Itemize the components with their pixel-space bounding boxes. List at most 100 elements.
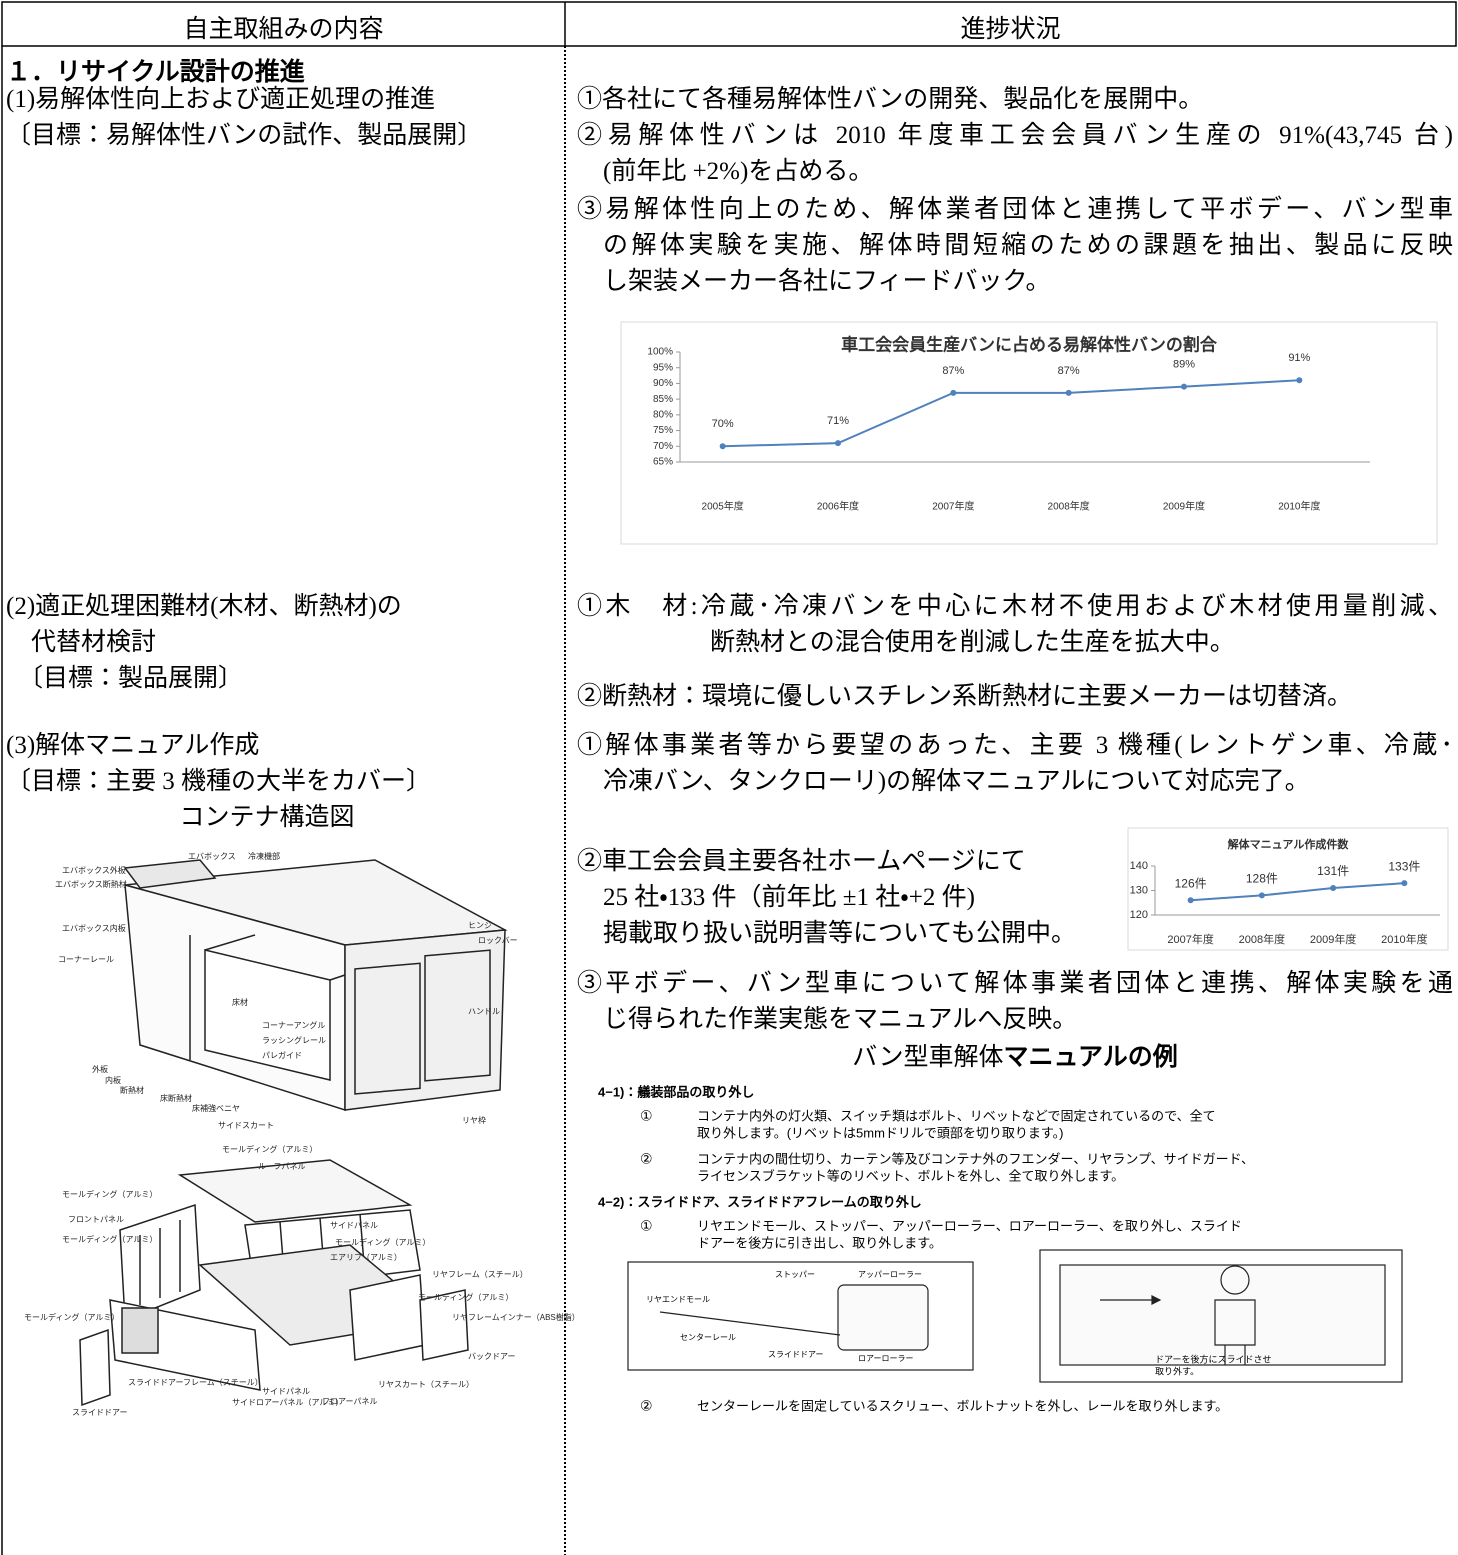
y-tick-label: 65% xyxy=(653,457,673,468)
item-right-text: ①各社にて各種易解体性バンの開発、製品化を展開中。 xyxy=(577,86,1204,113)
header-box xyxy=(1,1,1457,47)
diagram-label: モールディング（アルミ） xyxy=(62,1234,157,1244)
diagram-label: フロントパネル xyxy=(68,1215,124,1224)
item-right-text: ①解体事業者等から要望のあった、主要 3 機種(レントゲン車、冷蔵･ xyxy=(577,732,1453,759)
value-label: 133件 xyxy=(1388,859,1420,873)
manual-step-text: センターレールを固定しているスクリュー、ボルトナットを外し、レールを取り外します… xyxy=(697,1398,1228,1413)
data-point xyxy=(1181,383,1187,390)
value-label: 87% xyxy=(1058,365,1080,377)
item-right-text: ③易解体性向上のため、解体業者団体と連携して平ボデー、バン型車 xyxy=(577,196,1453,223)
data-point xyxy=(950,389,957,396)
x-tick-label: 2005年度 xyxy=(702,500,744,513)
x-tick-label: 2009年度 xyxy=(1163,500,1205,513)
item-right-text: ①木 材:冷蔵･冷凍バンを中心に木材不使用および木材使用量削減、 xyxy=(577,593,1453,620)
diagram-label: 断熱材 xyxy=(120,1085,144,1095)
diagram-label: コーナーアングル xyxy=(262,1020,325,1030)
y-tick-label: 95% xyxy=(653,362,673,373)
diagram-label: モールディング（アルミ） xyxy=(24,1312,119,1322)
value-label: 70% xyxy=(712,418,734,430)
diagram-label: フロアーパネル xyxy=(322,1397,377,1406)
value-label: 128件 xyxy=(1246,872,1278,886)
diagram-label: サイドロアーパネル（アルミ） xyxy=(232,1398,343,1407)
diagram-label: 内板 xyxy=(105,1075,121,1085)
manual-caption-plain: バン型車解体 xyxy=(852,1044,1004,1071)
manual-heading: 4−1)：艤装部品の取り外し xyxy=(598,1084,754,1099)
item-right-text: ③平ボデー、バン型車について解体事業者団体と連携、解体実験を通 xyxy=(577,970,1453,997)
diagram-label: モールディング（アルミ） xyxy=(222,1144,317,1154)
manual-step-number: ② xyxy=(640,1398,653,1414)
diagram-label: ルーフパネル xyxy=(258,1162,306,1171)
diagram-label: モールディング（アルミ） xyxy=(418,1292,513,1302)
data-point xyxy=(1258,892,1265,899)
manual-step-text: 取り外します。(リベットは5mmドリルで頭部を切り取ります。) xyxy=(697,1125,1063,1140)
diagram-label: 外板 xyxy=(92,1064,108,1074)
manual-step-text: リヤエンドモール、ストッパー、アッパーローラー、ロアーローラー、を取り外し、スラ… xyxy=(697,1218,1242,1233)
figure-label: ドアーを後方にスライドさせ xyxy=(1155,1353,1271,1364)
diagram-label: スライドドアー xyxy=(72,1408,128,1417)
diagram-label: ラッシングレール xyxy=(262,1035,326,1045)
data-point xyxy=(1065,389,1072,396)
diagram-label: 床補強ベニヤ xyxy=(192,1103,240,1113)
diagram-label: ヒンジ xyxy=(468,921,492,930)
item-left-text: 〔目標：主要 3 機種の大半をカバー〕 xyxy=(6,768,432,795)
item-right-text: ②易解体性バンは 2010 年度車工会会員バン生産の 91%(43,745 台) xyxy=(577,122,1453,149)
diagram-label: サイドスカート xyxy=(218,1121,274,1130)
manual-figures xyxy=(627,1249,1403,1383)
data-line xyxy=(1190,882,1405,902)
data-point xyxy=(1330,885,1337,892)
diagram-label: エバボックス断熱材 xyxy=(55,879,127,889)
figure-caption: コンテナ構造図 xyxy=(179,804,355,831)
x-tick-label: 2007年度 xyxy=(1167,932,1213,946)
diagram-label: エバボックス xyxy=(188,852,236,861)
x-tick-label: 2010年度 xyxy=(1381,932,1427,946)
chart-title: 解体マニュアル作成件数 xyxy=(1228,837,1350,851)
figure-label: アッパーローラー xyxy=(858,1270,922,1279)
item-left-text: (3)解体マニュアル作成 xyxy=(6,732,260,759)
diagram-label: 床材 xyxy=(232,997,248,1007)
y-tick-label: 70% xyxy=(653,441,673,452)
item-left-text: 〔目標：易解体性バンの試作、製品展開〕 xyxy=(6,122,483,149)
diagram-label: エバボックス内板 xyxy=(62,923,126,933)
data-line xyxy=(722,379,1300,448)
item-left-text: 〔目標：製品展開〕 xyxy=(18,665,244,692)
diagram-label: サイドパネル xyxy=(330,1221,378,1230)
y-tick-label: 85% xyxy=(653,394,673,405)
x-tick-label: 2007年度 xyxy=(932,500,974,513)
item-left-text: (2)適正処理困難材(木材、断熱材)の xyxy=(6,593,402,620)
item-right-text: ②断熱材：環境に優しいスチレン系断熱材に主要メーカーは切替済。 xyxy=(577,683,1353,710)
diagram-label: モールディング（アルミ） xyxy=(62,1189,157,1199)
value-label: 87% xyxy=(942,365,964,377)
manual-step-text: コンテナ内の間仕切り、カーテン等及びコンテナ外のフエンダー、リヤランプ、サイドガ… xyxy=(697,1151,1254,1166)
item-right-text: 冷凍バン、タンクローリ)の解体マニュアルについて対応完了。 xyxy=(603,768,1310,795)
x-tick-label: 2006年度 xyxy=(817,500,859,513)
y-tick-label: 120 xyxy=(1130,909,1148,921)
chart-frame xyxy=(620,321,1438,545)
manual-caption-bold: マニュアルの例 xyxy=(1003,1043,1178,1071)
manual-heading: 4−2)：スライドドア、スライドドアフレームの取り外し xyxy=(598,1194,922,1209)
data-point xyxy=(1187,897,1194,904)
figure-label: センターレール xyxy=(680,1333,736,1342)
item-right-text: 掲載取り扱い説明書等についても公開中。 xyxy=(603,920,1077,947)
diagram-label: コーナーレール xyxy=(58,955,114,964)
value-label: 131件 xyxy=(1317,864,1349,878)
chart-title: 車工会会員生産バンに占める易解体性バンの割合 xyxy=(841,334,1218,354)
container-diagram xyxy=(123,859,508,1112)
y-tick-label: 80% xyxy=(653,409,673,420)
figure-label: リヤエンドモール xyxy=(646,1295,710,1304)
data-point xyxy=(835,440,841,447)
diagram-label: パレガイド xyxy=(262,1050,302,1060)
diagram-label: ロックバー xyxy=(478,936,518,945)
chart-frame xyxy=(1127,827,1449,951)
item-left-text: (1)易解体性向上および適正処理の推進 xyxy=(6,86,436,113)
manual-step-text: コンテナ内外の灯火類、スイッチ類はボルト、リベットなどで固定されているので、全て xyxy=(697,1108,1216,1123)
item-right-text: じ得られた作業実態をマニュアルへ反映。 xyxy=(603,1006,1078,1033)
manual-step-number: ① xyxy=(640,1108,653,1124)
figure-label: スライドドアー xyxy=(768,1350,824,1359)
value-label: 89% xyxy=(1173,358,1195,370)
item-right-text: の解体実験を実施、解体時間短縮のための課題を抽出、製品に反映 xyxy=(603,232,1453,259)
section-title: １．リサイクル設計の推進 xyxy=(6,58,305,86)
y-tick-label: 100% xyxy=(647,347,673,358)
diagram-label: 冷凍機部 xyxy=(248,851,280,861)
exploded-diagram xyxy=(79,1159,469,1407)
